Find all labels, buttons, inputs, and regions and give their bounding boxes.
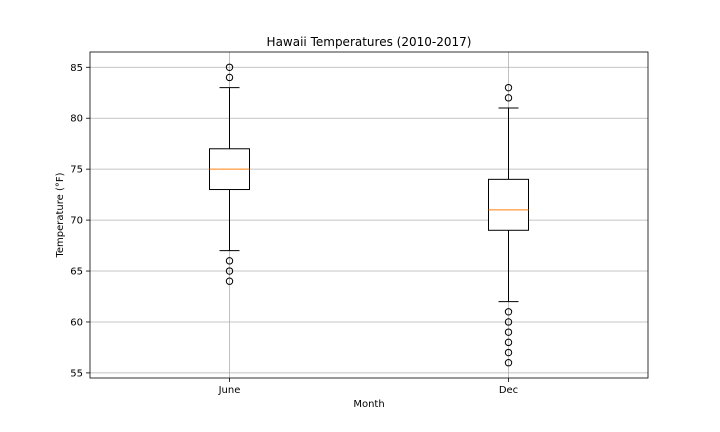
outlier-point <box>504 338 513 347</box>
y-tick-label: 60 <box>70 317 83 328</box>
x-tick-label: Dec <box>499 385 518 396</box>
y-axis-label: Temperature (°F) <box>55 172 66 258</box>
outlier-point <box>504 318 513 326</box>
grid-layer <box>90 52 648 378</box>
outlier-point <box>504 359 513 367</box>
y-tick-label: 85 <box>70 63 83 74</box>
y-tick-label: 70 <box>70 216 83 227</box>
outlier-point <box>225 63 234 71</box>
y-tick-label: 55 <box>70 368 83 379</box>
outlier-point <box>504 348 513 357</box>
x-tick-label: June <box>218 385 241 396</box>
outlier-point <box>504 94 513 102</box>
tick-layer: 55 60 65 70 75 80 85 June Dec <box>70 63 518 396</box>
outlier-point <box>504 308 513 316</box>
outlier-point <box>504 328 513 336</box>
iqr-box <box>488 178 529 231</box>
outlier-point <box>225 73 234 82</box>
outlier-point <box>504 83 513 92</box>
outlier-point <box>225 277 234 285</box>
y-tick-label: 80 <box>70 114 83 125</box>
outlier-point <box>225 267 234 275</box>
box-layer <box>209 63 529 367</box>
y-tick-label: 75 <box>70 165 83 176</box>
y-tick-label: 65 <box>70 267 83 278</box>
x-axis-label: Month <box>353 399 384 410</box>
outlier-point <box>225 257 234 265</box>
chart-title: Hawaii Temperatures (2010-2017) <box>267 35 472 49</box>
axes-frame <box>89 51 649 379</box>
